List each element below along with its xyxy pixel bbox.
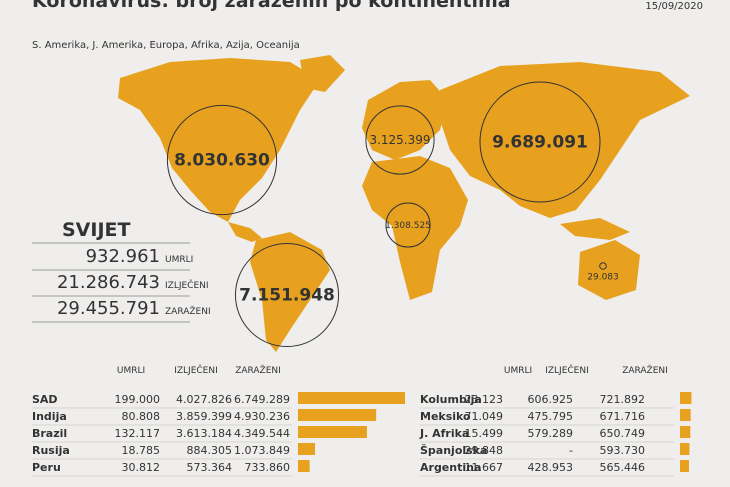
country-name: Brazil	[32, 427, 67, 440]
column-header: IZLJEČENI	[174, 364, 218, 376]
country-name: Meksiko	[420, 410, 471, 423]
country-name: SAD	[32, 393, 58, 406]
country-name: Kolumbija	[420, 393, 482, 406]
cell-value: 671.716	[600, 410, 646, 423]
world-label: UMRLI	[165, 255, 193, 265]
bubble	[479, 81, 601, 203]
country-name: J. Afrika	[419, 427, 469, 440]
cell-value: -	[569, 444, 573, 457]
bubble-label: 8.030.630	[174, 151, 270, 171]
world-label: IZLJEČENI	[165, 279, 209, 291]
bubble	[166, 104, 278, 216]
cell-value: 733.860	[245, 461, 291, 474]
cell-value: 475.795	[528, 410, 574, 423]
cell-value: 3.859.399	[176, 410, 232, 423]
world-value: 932.961	[86, 246, 160, 267]
bubble-label: 7.151.948	[239, 286, 335, 306]
world-value: 29.455.791	[57, 298, 160, 319]
cell-value: 565.446	[600, 461, 646, 474]
bubble	[385, 202, 431, 248]
cell-value: 11.667	[465, 461, 504, 474]
subtitle: S. Amerika, J. Amerika, Europa, Afrika, …	[32, 40, 300, 51]
country-name: Španjolska	[420, 444, 487, 457]
cell-value: 606.925	[528, 393, 574, 406]
cell-value: 71.049	[465, 410, 504, 423]
cell-value: 15.499	[465, 427, 504, 440]
bubble-label: 29.083	[587, 272, 619, 282]
bar	[298, 409, 377, 421]
column-header: UMRLI	[117, 366, 145, 376]
bar	[680, 409, 691, 421]
country-name: Peru	[32, 461, 61, 474]
country-name: Rusija	[32, 444, 70, 457]
bar	[298, 460, 310, 472]
bubble-label: 9.689.091	[492, 133, 588, 153]
bar	[298, 426, 367, 438]
bar	[680, 426, 691, 438]
cell-value: 132.117	[115, 427, 161, 440]
cell-value: 4.027.826	[176, 393, 232, 406]
cell-value: 6.749.289	[234, 393, 290, 406]
bubble-label: 3.125.399	[369, 133, 430, 147]
bar	[298, 392, 405, 404]
cell-value: 593.730	[600, 444, 646, 457]
bubble-label: 1.308.525	[385, 221, 431, 231]
cell-value: 884.305	[187, 444, 233, 457]
cell-value: 80.808	[122, 410, 161, 423]
column-header: ZARAŽENI	[622, 364, 668, 376]
world-value: 21.286.743	[57, 272, 160, 293]
cell-value: 29.848	[465, 444, 504, 457]
bar	[680, 460, 689, 472]
bubble	[234, 242, 340, 348]
country-name: Argentina	[420, 461, 481, 474]
column-header: ZARAŽENI	[235, 364, 281, 376]
world-map	[118, 55, 690, 352]
cell-value: 199.000	[115, 393, 161, 406]
cell-value: 18.785	[122, 444, 161, 457]
cell-value: 30.812	[122, 461, 161, 474]
bar	[680, 443, 690, 455]
world-label: ZARAŽENI	[165, 305, 211, 317]
date: 15/09/2020	[645, 1, 703, 12]
country-name: Indija	[32, 410, 67, 423]
cell-value: 579.289	[528, 427, 574, 440]
cell-value: 3.613.184	[176, 427, 232, 440]
cell-value: 650.749	[600, 427, 646, 440]
cell-value: 721.892	[600, 393, 646, 406]
cell-value: 428.953	[528, 461, 574, 474]
world-title: SVIJET	[62, 219, 131, 241]
bar	[680, 392, 692, 404]
bar	[298, 443, 316, 455]
column-header: IZLJEČENI	[545, 364, 589, 376]
bubble	[365, 105, 435, 175]
cell-value: 4.349.544	[234, 427, 290, 440]
cell-value: 573.364	[187, 461, 233, 474]
cell-value: 1.073.849	[234, 444, 290, 457]
title: Koronavirus: broj zaraženih po kontinent…	[32, 0, 511, 12]
cell-value: 4.930.236	[234, 410, 290, 423]
bubble	[599, 262, 607, 270]
column-header: UMRLI	[504, 366, 532, 376]
cell-value: 23.123	[465, 393, 504, 406]
